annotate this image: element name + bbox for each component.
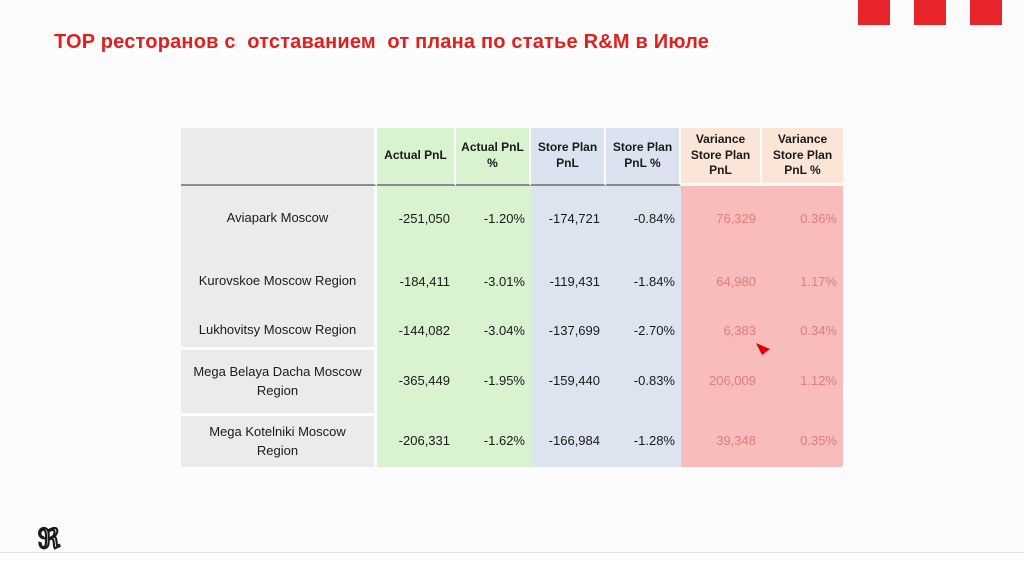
row-name: Kurovskoe Moscow Region — [181, 250, 377, 313]
variance-pnl-pct-value: 0.36% — [762, 186, 843, 250]
store-plan-pnl-value: -159,440 — [531, 347, 606, 413]
col-header-store-plan-pnl: Store Plan PnL — [531, 128, 606, 186]
actual-pnl-value: -206,331 — [377, 413, 456, 467]
store-plan-pnl-pct-value: -2.70% — [606, 313, 681, 347]
variance-pnl-value: 76,329 — [681, 186, 762, 250]
variance-pnl-value: 6,383 — [681, 313, 762, 347]
store-plan-pnl-pct-value: -0.83% — [606, 347, 681, 413]
store-plan-pnl-value: -166,984 — [531, 413, 606, 467]
footer-area — [0, 553, 1024, 574]
variance-pnl-pct-value: 0.34% — [762, 313, 843, 347]
col-header-variance-pnl-pct: Variance Store Plan PnL % — [762, 128, 843, 186]
company-logo: ℜ — [37, 523, 61, 554]
actual-pnl-pct-value: -3.04% — [456, 313, 531, 347]
red-square-icon — [970, 0, 1002, 25]
red-triangle-marker — [756, 343, 770, 355]
row-name: Mega Belaya Dacha Moscow Region — [181, 347, 377, 413]
footer-divider — [0, 552, 1024, 553]
brand-decoration — [858, 0, 1002, 25]
store-plan-pnl-value: -174,721 — [531, 186, 606, 250]
variance-pnl-pct-value: 1.12% — [762, 347, 843, 413]
variance-pnl-value: 64,980 — [681, 250, 762, 313]
col-header-actual-pnl: Actual PnL — [377, 128, 456, 186]
actual-pnl-value: -365,449 — [377, 347, 456, 413]
actual-pnl-value: -144,082 — [377, 313, 456, 347]
row-name: Lukhovitsy Moscow Region — [181, 313, 377, 347]
store-plan-pnl-pct-value: -0.84% — [606, 186, 681, 250]
variance-pnl-pct-value: 0.35% — [762, 413, 843, 467]
svg-text:ℜ: ℜ — [38, 524, 61, 554]
row-name: Mega Kotelniki Moscow Region — [181, 413, 377, 467]
col-header-actual-pnl-pct: Actual PnL % — [456, 128, 531, 186]
col-header-store-plan-pnl-pct: Store Plan PnL % — [606, 128, 681, 186]
red-square-icon — [914, 0, 946, 25]
pnl-variance-table: Actual PnL Actual PnL % Store Plan PnL S… — [181, 128, 843, 467]
variance-pnl-pct-value: 1.17% — [762, 250, 843, 313]
store-plan-pnl-value: -137,699 — [531, 313, 606, 347]
slide-title: TOP ресторанов с отставанием от плана по… — [54, 31, 710, 53]
actual-pnl-pct-value: -3.01% — [456, 250, 531, 313]
table-corner-cell — [181, 128, 377, 186]
variance-pnl-value: 206,009 — [681, 347, 762, 413]
actual-pnl-value: -184,411 — [377, 250, 456, 313]
actual-pnl-value: -251,050 — [377, 186, 456, 250]
variance-pnl-value: 39,348 — [681, 413, 762, 467]
actual-pnl-pct-value: -1.62% — [456, 413, 531, 467]
store-plan-pnl-value: -119,431 — [531, 250, 606, 313]
actual-pnl-pct-value: -1.95% — [456, 347, 531, 413]
row-name: Aviapark Moscow — [181, 186, 377, 250]
store-plan-pnl-pct-value: -1.28% — [606, 413, 681, 467]
store-plan-pnl-pct-value: -1.84% — [606, 250, 681, 313]
actual-pnl-pct-value: -1.20% — [456, 186, 531, 250]
red-square-icon — [858, 0, 890, 25]
col-header-variance-pnl: Variance Store Plan PnL — [681, 128, 762, 186]
